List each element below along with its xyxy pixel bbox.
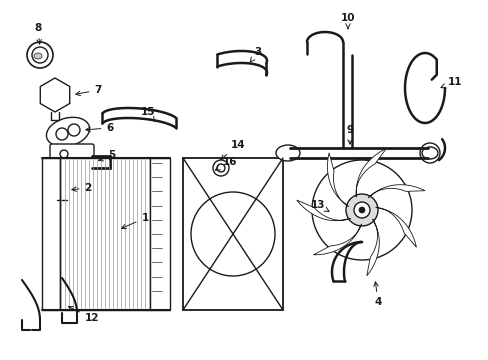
Polygon shape xyxy=(40,78,70,112)
Circle shape xyxy=(60,150,68,158)
Circle shape xyxy=(32,47,48,63)
Text: 14: 14 xyxy=(221,140,245,159)
Text: 10: 10 xyxy=(340,13,354,29)
FancyBboxPatch shape xyxy=(50,144,94,180)
Polygon shape xyxy=(375,207,416,247)
Circle shape xyxy=(56,128,68,140)
Text: 6: 6 xyxy=(86,123,113,133)
Text: 9: 9 xyxy=(346,125,353,144)
Circle shape xyxy=(45,85,65,105)
Bar xyxy=(150,158,170,310)
Polygon shape xyxy=(313,224,361,255)
Ellipse shape xyxy=(275,145,299,161)
Text: 7: 7 xyxy=(76,85,102,96)
Polygon shape xyxy=(367,185,424,198)
Circle shape xyxy=(346,194,377,226)
Text: 5: 5 xyxy=(99,150,115,161)
Text: 16: 16 xyxy=(215,157,237,170)
Ellipse shape xyxy=(34,53,42,59)
Circle shape xyxy=(68,124,80,136)
Text: 2: 2 xyxy=(72,183,91,193)
Ellipse shape xyxy=(46,117,89,147)
Text: 8: 8 xyxy=(34,23,41,44)
Circle shape xyxy=(358,207,364,213)
Polygon shape xyxy=(327,153,348,207)
Ellipse shape xyxy=(421,147,437,159)
Bar xyxy=(60,158,150,310)
Text: 15: 15 xyxy=(141,107,155,121)
Ellipse shape xyxy=(49,186,75,200)
Circle shape xyxy=(191,192,274,276)
Polygon shape xyxy=(296,200,350,221)
Circle shape xyxy=(353,202,369,218)
Bar xyxy=(42,158,60,310)
Circle shape xyxy=(27,42,53,68)
Polygon shape xyxy=(366,219,379,276)
Circle shape xyxy=(213,160,228,176)
Text: 11: 11 xyxy=(440,77,461,88)
Text: 3: 3 xyxy=(250,47,261,62)
Text: 4: 4 xyxy=(373,282,381,307)
Circle shape xyxy=(76,166,84,174)
Text: 13: 13 xyxy=(310,200,328,211)
Bar xyxy=(183,158,283,310)
Text: 12: 12 xyxy=(68,307,99,323)
Text: 1: 1 xyxy=(122,213,148,229)
Polygon shape xyxy=(355,149,386,197)
